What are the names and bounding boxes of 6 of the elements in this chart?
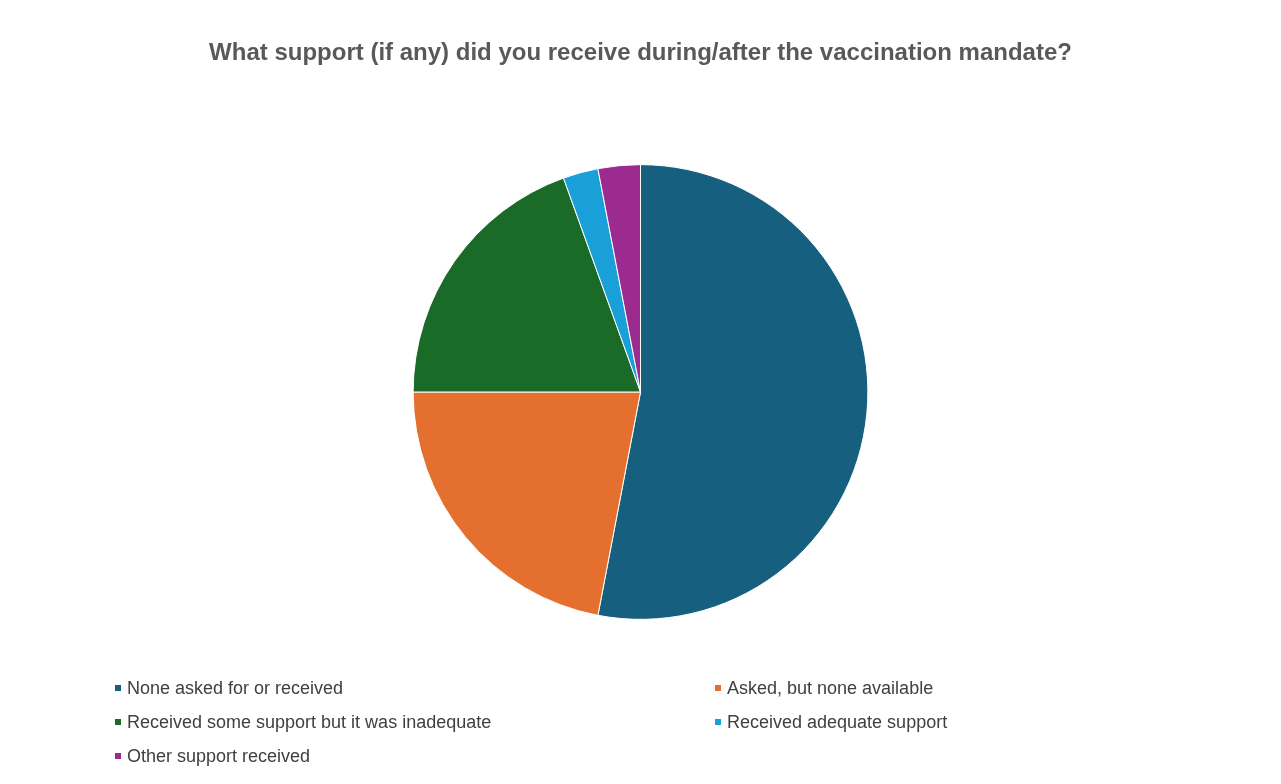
- chart-title: What support (if any) did you receive during/after the vaccination mandate?: [209, 37, 1072, 65]
- legend-label: Asked, but none available: [727, 678, 934, 698]
- legend-label: Received adequate support: [727, 712, 948, 732]
- legend-label: Other support received: [127, 746, 311, 766]
- legend-label: None asked for or received: [127, 678, 344, 698]
- legend-label: Received some support but it was inadequate: [127, 712, 492, 732]
